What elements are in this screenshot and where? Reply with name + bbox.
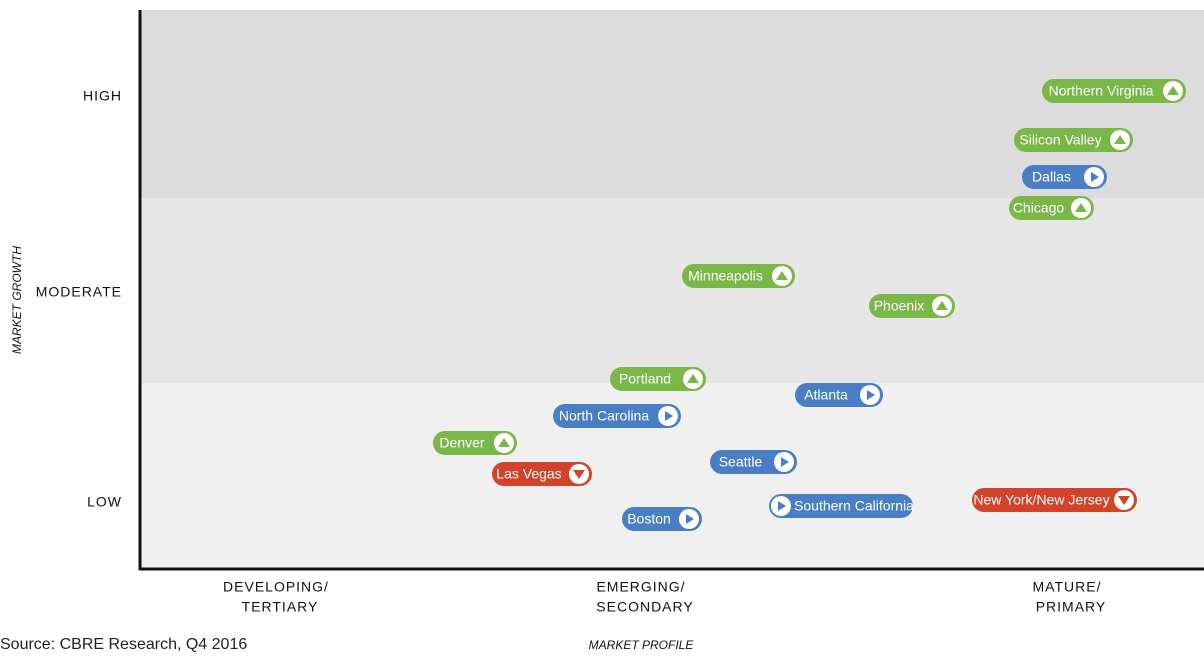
pill-bg xyxy=(795,383,883,407)
trend-arrow xyxy=(665,411,673,421)
market-pill: Chicago xyxy=(1009,196,1094,220)
market-pill: Silicon Valley xyxy=(1014,128,1133,152)
pill-bg xyxy=(1042,79,1186,103)
market-pill: Minneapolis xyxy=(682,264,795,288)
x-level: PRIMARY xyxy=(1036,599,1107,615)
market-pill: Phoenix xyxy=(869,294,955,318)
trend-arrow xyxy=(1075,203,1087,212)
x-level: MATURE/ xyxy=(1033,579,1102,595)
y-level: LOW xyxy=(87,494,122,510)
trend-arrow xyxy=(936,301,948,310)
market-name: Phoenix xyxy=(874,298,925,314)
trend-arrow xyxy=(778,501,786,511)
pill-bg xyxy=(869,294,955,318)
trend-arrow xyxy=(573,470,585,479)
market-name: Atlanta xyxy=(804,387,848,403)
trend-arrow xyxy=(776,271,788,280)
trend-arrow xyxy=(1167,86,1179,95)
market-pill: Portland xyxy=(610,367,706,391)
market-name: Las Vegas xyxy=(496,466,561,482)
market-pill: Las Vegas xyxy=(492,462,592,486)
pill-bg xyxy=(682,264,795,288)
market-name: Silicon Valley xyxy=(1019,132,1101,148)
trend-arrow xyxy=(686,514,694,524)
market-pill: New York/New Jersey xyxy=(972,488,1137,512)
x-axis-title: MARKET PROFILE xyxy=(589,638,695,652)
market-pill: North Carolina xyxy=(553,404,681,428)
pill-bg xyxy=(553,404,681,428)
trend-arrow xyxy=(498,438,510,447)
market-pill: Denver xyxy=(433,431,517,455)
market-pill: Northern Virginia xyxy=(1042,79,1186,103)
x-level: SECONDARY xyxy=(596,599,693,615)
band-moderate xyxy=(140,198,1204,383)
market-name: Denver xyxy=(439,435,484,451)
source: Source: CBRE Research, Q4 2016 xyxy=(0,636,247,653)
market-pill: Seattle xyxy=(710,450,797,474)
pill-bg xyxy=(972,488,1137,512)
market-name: Seattle xyxy=(719,454,763,470)
market-name: Southern California xyxy=(794,498,914,514)
market-name: Northern Virginia xyxy=(1049,83,1154,99)
trend-arrow xyxy=(1118,496,1130,505)
x-level: EMERGING/ xyxy=(596,579,685,595)
market-name: Dallas xyxy=(1032,169,1071,185)
pill-bg xyxy=(492,462,592,486)
pill-bg xyxy=(769,494,913,518)
trend-arrow xyxy=(867,390,875,400)
trend-arrow xyxy=(781,457,789,467)
market-pill: Atlanta xyxy=(795,383,883,407)
pill-bg xyxy=(1009,196,1094,220)
market-pill: Dallas xyxy=(1022,165,1107,189)
pill-bg xyxy=(1014,128,1133,152)
x-level: TERTIARY xyxy=(242,599,319,615)
pill-bg xyxy=(1022,165,1107,189)
market-name: Minneapolis xyxy=(688,268,763,284)
trend-arrow xyxy=(1114,135,1126,144)
band-high xyxy=(140,10,1204,198)
market-name: Chicago xyxy=(1013,200,1065,216)
x-level: DEVELOPING/ xyxy=(223,579,329,595)
y-level: HIGH xyxy=(83,88,122,104)
market-name: North Carolina xyxy=(559,408,649,424)
pill-bg xyxy=(710,450,797,474)
pill-bg xyxy=(610,367,706,391)
market-name: Boston xyxy=(627,511,671,527)
trend-arrow xyxy=(687,374,699,383)
market-pill: Boston xyxy=(622,507,702,531)
market-name: Portland xyxy=(619,371,671,387)
market-pill: Southern California xyxy=(769,494,914,518)
market-name: New York/New Jersey xyxy=(973,492,1109,508)
trend-arrow xyxy=(1091,172,1099,182)
y-level: MODERATE xyxy=(36,284,122,300)
y-axis-title: MARKET GROWTH xyxy=(10,246,24,354)
